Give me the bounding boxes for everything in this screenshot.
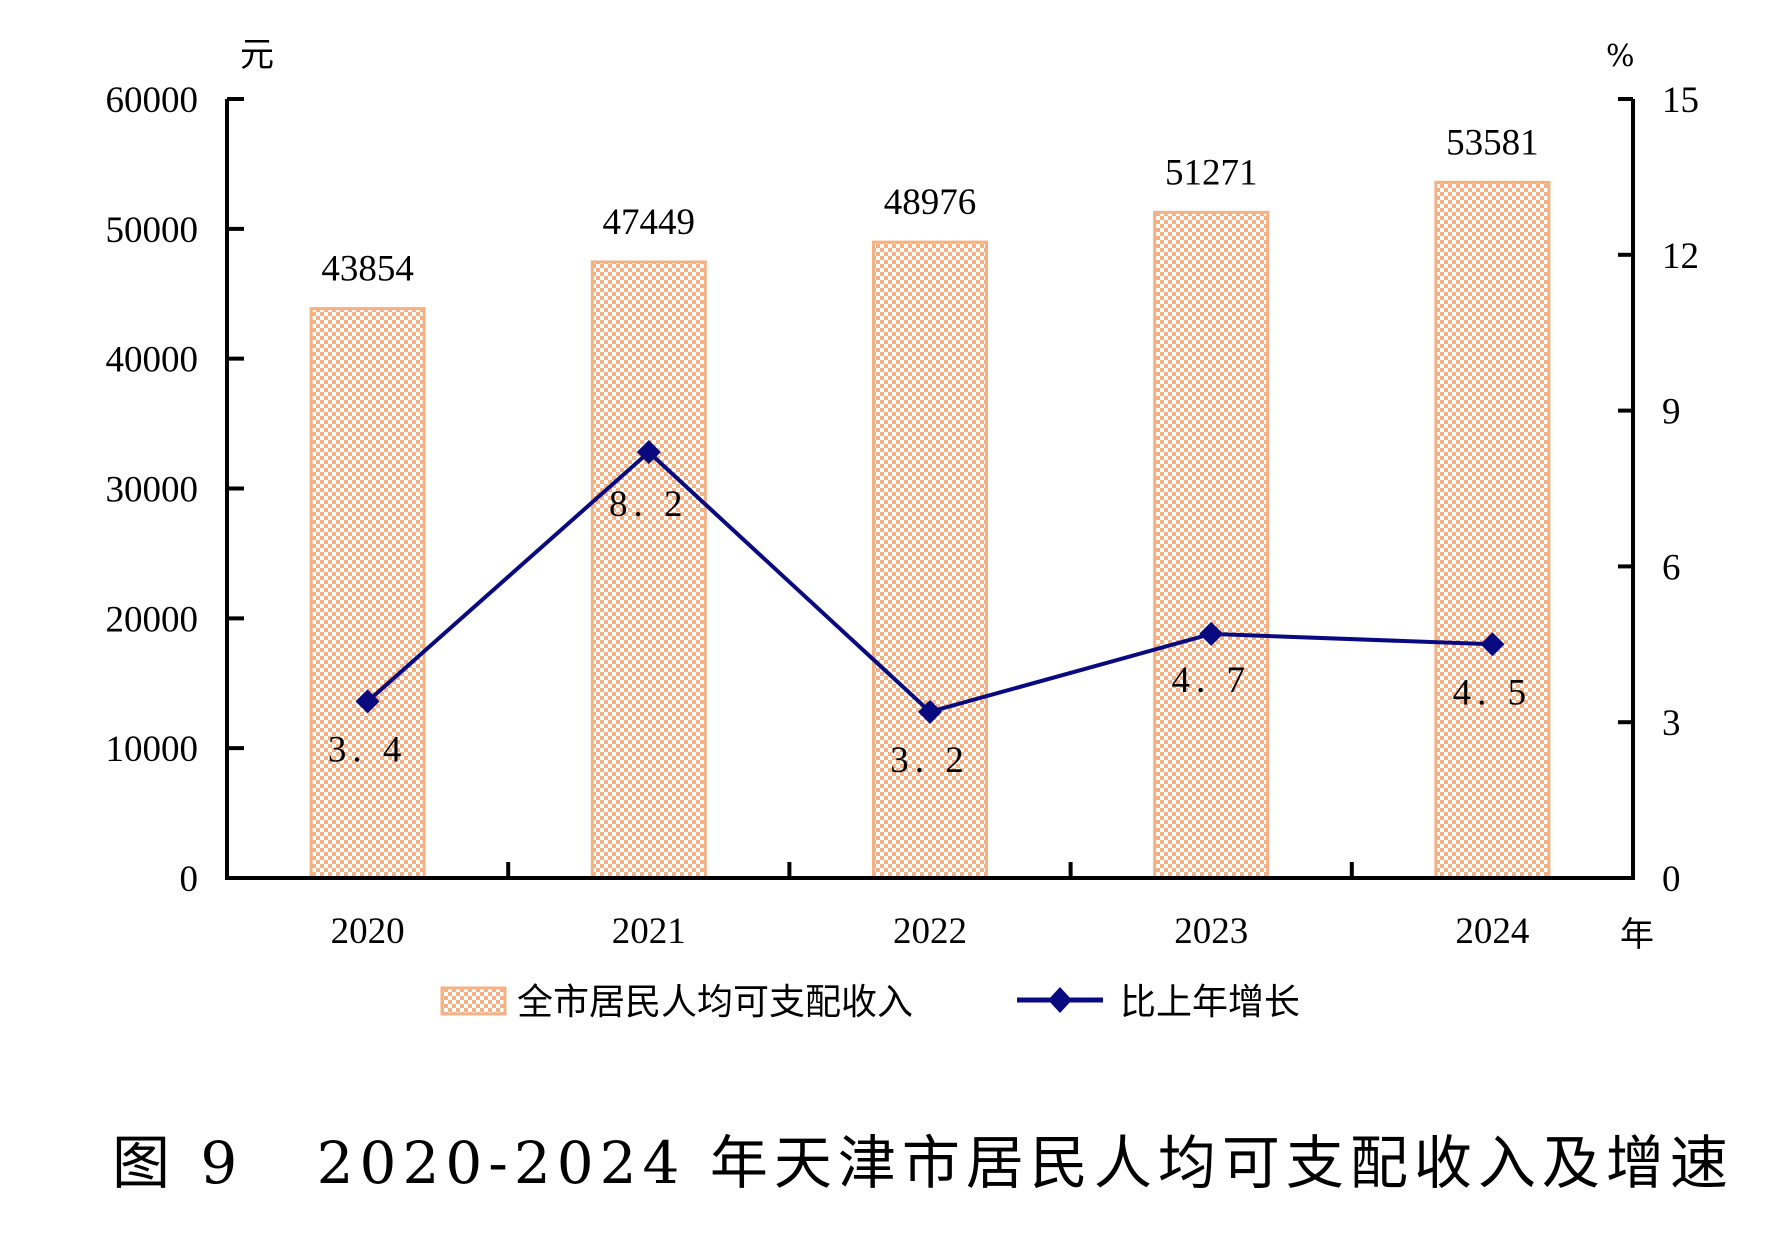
bar-value-label-2020: 43854	[321, 249, 414, 290]
bar-2020	[309, 307, 426, 880]
x-tick-label-2024: 2024	[1455, 911, 1529, 952]
growth-value-label-2020: 3. 4	[328, 729, 408, 770]
left-tick-label-60000: 60000	[106, 80, 199, 121]
x-tick-label-2022: 2022	[893, 911, 967, 952]
axes-layer: 0 10000 20000 30000 40000 50000 60000 0 3 6 9 12 15 2…	[106, 80, 1700, 952]
right-tick-label-9: 9	[1662, 392, 1681, 433]
growth-marker-2024	[1480, 632, 1505, 657]
left-tick-label-40000: 40000	[106, 340, 199, 381]
bar-value-label-2021: 47449	[603, 202, 696, 243]
legend-bar-swatch	[440, 986, 507, 1016]
x-tick-label-2020: 2020	[331, 911, 405, 952]
line-layer	[355, 440, 1505, 724]
legend-line-label: 比上年增长	[1120, 982, 1300, 1023]
right-tick-label-12: 12	[1662, 236, 1699, 277]
x-tick-label-2021: 2021	[612, 911, 686, 952]
chart-title: 图 9 2020-2024 年天津市居民人均可支配收入及增速	[112, 1129, 1734, 1197]
right-tick-label-0: 0	[1662, 859, 1681, 900]
bar-2024	[1434, 180, 1551, 880]
legend-bar-label: 全市居民人均可支配收入	[517, 982, 913, 1023]
growth-marker-2020	[355, 689, 380, 714]
right-tick-label-15: 15	[1662, 80, 1699, 121]
growth-value-label-2024: 4. 5	[1453, 672, 1533, 713]
left-tick-label-50000: 50000	[106, 210, 199, 251]
bar-2022	[872, 240, 988, 880]
growth-value-label-2023: 4. 7	[1171, 660, 1251, 701]
growth-marker-2021	[636, 440, 661, 465]
right-axis-unit: %	[1606, 39, 1635, 74]
left-tick-label-0: 0	[180, 859, 199, 900]
growth-marker-2023	[1199, 621, 1224, 646]
left-axis-unit: 元	[240, 35, 274, 75]
bar-value-label-2024: 53581	[1446, 122, 1539, 163]
right-tick-label-3: 3	[1662, 703, 1681, 744]
left-tick-label-30000: 30000	[106, 470, 199, 511]
bar-value-label-2023: 51271	[1165, 152, 1258, 193]
growth-value-label-2022: 3. 2	[890, 740, 970, 781]
bar-2023	[1153, 210, 1270, 880]
legend: 全市居民人均可支配收入 比上年增长	[440, 982, 1300, 1023]
bar-2021	[590, 260, 707, 880]
legend-diamond-icon	[1048, 987, 1072, 1013]
bars-layer	[309, 180, 1551, 880]
bar-value-label-2022: 48976	[884, 182, 977, 223]
x-axis-unit: 年	[1620, 915, 1654, 955]
growth-marker-2022	[918, 699, 942, 724]
left-tick-label-10000: 10000	[106, 729, 199, 770]
labels-layer: 43854 47449 48976 51271 53581 3. 4 8. 2 3. 2 4. …	[321, 122, 1538, 780]
right-tick-label-6: 6	[1662, 547, 1681, 588]
x-tick-label-2023: 2023	[1174, 911, 1248, 952]
left-tick-label-20000: 20000	[106, 599, 199, 640]
growth-value-label-2021: 8. 2	[609, 484, 689, 525]
